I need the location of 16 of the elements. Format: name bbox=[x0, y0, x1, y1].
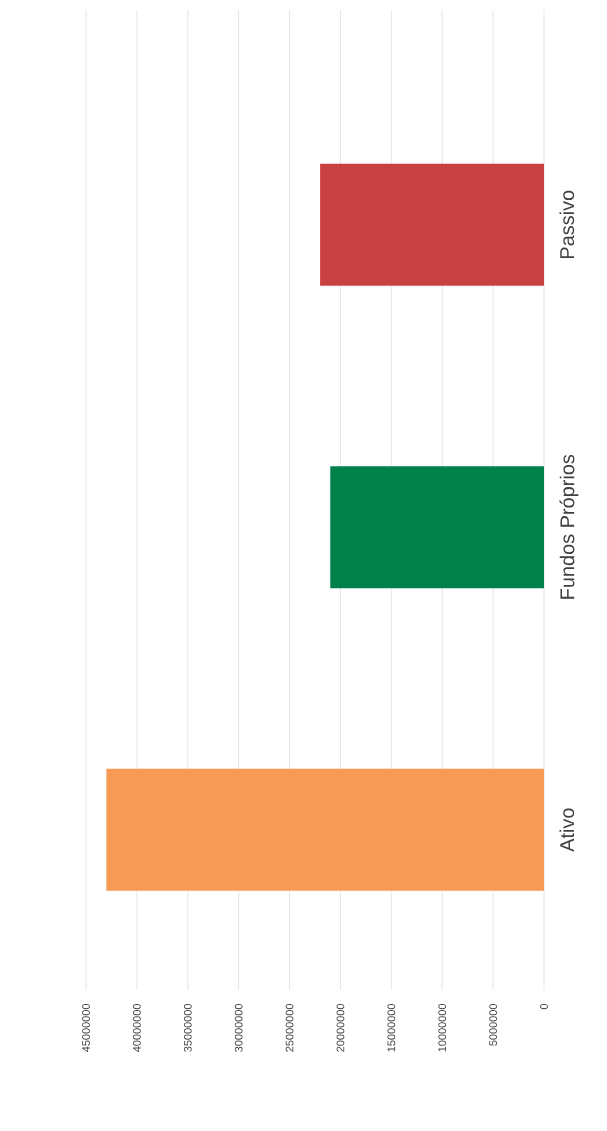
x-tick-label: 20000000 bbox=[336, 1003, 345, 1052]
y-tick-label: Passivo bbox=[559, 190, 575, 258]
bar bbox=[320, 163, 544, 286]
x-tick-label: 30000000 bbox=[234, 1003, 243, 1052]
x-tick-label: 15000000 bbox=[387, 1003, 396, 1052]
x-tick-label: 40000000 bbox=[133, 1003, 141, 1053]
x-tick-label: 5000000 bbox=[489, 1003, 497, 1046]
x-tick-label: 25000000 bbox=[285, 1003, 294, 1052]
bar bbox=[330, 466, 544, 589]
y-tick-label: Ativo bbox=[559, 808, 575, 852]
x-tick-label: 35000000 bbox=[183, 1003, 192, 1052]
x-tick-label: 0 bbox=[540, 1003, 548, 1010]
y-tick-label: Fundos Próprios bbox=[559, 454, 579, 599]
bar bbox=[106, 768, 544, 891]
x-tick-label: 10000000 bbox=[438, 1003, 447, 1052]
x-tick-label: 45000000 bbox=[82, 1003, 90, 1053]
